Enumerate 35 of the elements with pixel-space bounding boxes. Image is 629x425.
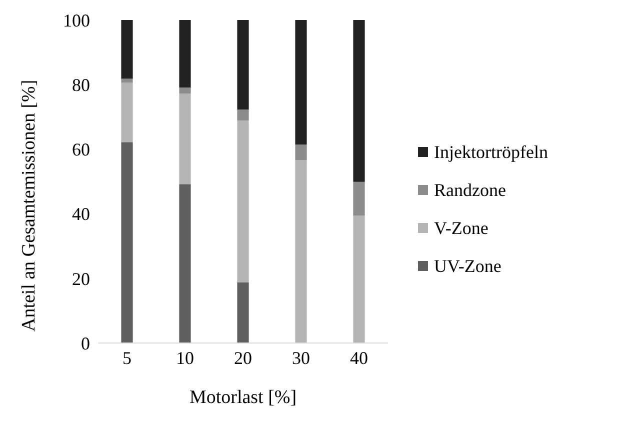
- bar: [353, 216, 365, 343]
- x-tick-label: 20: [234, 348, 252, 368]
- y-tick-label: 0: [81, 333, 90, 354]
- bar: [295, 144, 307, 160]
- bar: [237, 20, 249, 110]
- x-tick-label: 40: [350, 348, 368, 368]
- bar: [179, 88, 191, 94]
- legend-label: Injektortröpfeln: [434, 142, 548, 162]
- bar: [353, 182, 365, 216]
- legend-label: V-Zone: [434, 218, 488, 238]
- x-tick-label: 5: [122, 348, 132, 368]
- legend-label: UV-Zone: [434, 256, 502, 276]
- bar: [237, 120, 249, 282]
- bar: [121, 20, 133, 79]
- bar: [121, 78, 133, 83]
- y-axis-title: Anteil an Gesamtemissionen [%]: [18, 80, 40, 332]
- bar: [179, 20, 191, 88]
- x-tick-label: 10: [176, 348, 194, 368]
- bar: [237, 109, 249, 120]
- y-tick-label: 60: [72, 140, 90, 160]
- bar: [237, 282, 249, 343]
- legend-label: Randzone: [434, 180, 506, 200]
- bar: [121, 82, 133, 142]
- y-tick-label: 80: [72, 74, 90, 95]
- bar: [295, 20, 307, 145]
- bar: [353, 20, 365, 182]
- bar: [179, 184, 191, 343]
- x-axis-title: Motorlast [%]: [189, 387, 297, 408]
- y-tick-label: 40: [72, 204, 90, 224]
- y-tick-label: 100: [63, 10, 90, 30]
- bar: [179, 94, 191, 184]
- bar: [121, 142, 133, 343]
- y-tick-label: 20: [72, 268, 90, 289]
- x-tick-label: 30: [292, 348, 310, 368]
- bar: [295, 160, 307, 343]
